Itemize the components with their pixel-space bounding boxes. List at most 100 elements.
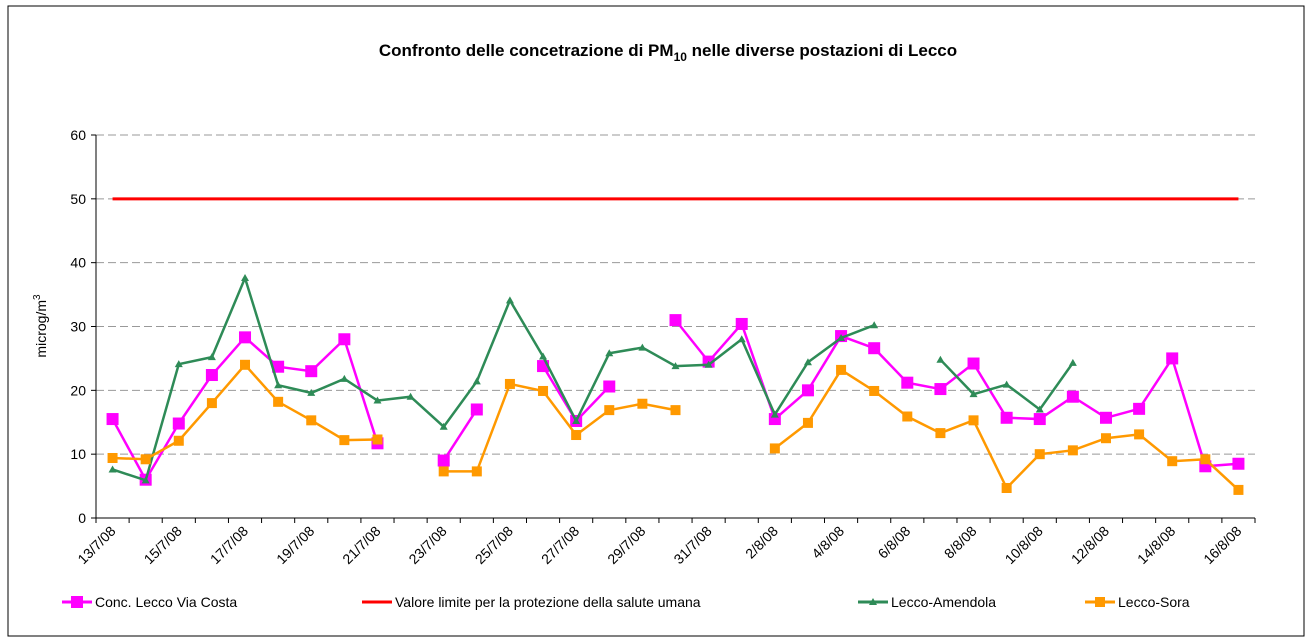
data-point — [306, 415, 317, 426]
data-point — [1035, 405, 1044, 413]
data-point — [770, 410, 779, 418]
data-point — [1068, 358, 1077, 366]
data-point — [969, 390, 978, 398]
data-point — [1095, 597, 1105, 607]
y-tick-label: 10 — [70, 446, 86, 462]
data-point — [472, 377, 481, 385]
data-point — [207, 353, 216, 361]
data-point — [704, 360, 713, 368]
data-point — [1000, 411, 1013, 424]
title-subscript: 10 — [674, 50, 688, 64]
data-point — [240, 359, 251, 370]
data-point — [1001, 482, 1012, 493]
data-point — [1233, 484, 1244, 495]
data-point — [571, 430, 582, 441]
data-point — [1134, 429, 1145, 440]
data-point — [1067, 445, 1078, 456]
data-point — [802, 417, 813, 428]
data-point — [339, 435, 350, 446]
data-point — [1133, 402, 1146, 415]
data-point — [108, 465, 117, 473]
y-label-text: microg/m — [33, 300, 49, 358]
title-text: Confronto delle concetrazione di PM — [379, 41, 674, 60]
data-point — [934, 383, 947, 396]
data-point — [935, 428, 946, 439]
data-point — [603, 380, 616, 393]
data-point — [505, 296, 514, 304]
legend-label: Lecco-Amendola — [891, 594, 996, 610]
data-point — [1166, 352, 1179, 365]
data-point — [1167, 456, 1178, 467]
legend-item: Lecco-Amendola — [858, 594, 996, 610]
data-point — [604, 405, 615, 416]
y-label-superscript: 3 — [32, 294, 43, 300]
data-point — [936, 355, 945, 363]
data-point — [305, 365, 318, 378]
data-point — [671, 362, 680, 370]
data-point — [273, 396, 284, 407]
data-point — [539, 352, 548, 360]
data-point — [438, 466, 449, 477]
chart-title: Confronto delle concetrazione di PM10 ne… — [379, 41, 957, 64]
legend-label: Lecco-Sora — [1118, 594, 1190, 610]
data-point — [140, 454, 151, 465]
data-point — [172, 417, 185, 430]
data-point — [605, 349, 614, 357]
data-point — [504, 378, 515, 389]
y-tick-label: 20 — [70, 382, 86, 398]
y-tick-label: 40 — [70, 255, 86, 271]
data-point — [274, 381, 283, 389]
data-point — [206, 398, 217, 409]
data-point — [71, 596, 83, 608]
legend-item: Lecco-Sora — [1085, 594, 1190, 610]
legend-label: Conc. Lecco Via Costa — [95, 594, 237, 610]
data-point — [439, 422, 448, 430]
data-point — [868, 342, 881, 355]
data-point — [340, 374, 349, 382]
data-point — [803, 358, 812, 366]
data-point — [538, 385, 549, 396]
data-point — [638, 343, 647, 351]
data-point — [737, 335, 746, 343]
data-point — [967, 357, 980, 370]
data-point — [205, 369, 218, 382]
data-point — [1100, 433, 1111, 444]
data-point — [769, 443, 780, 454]
data-point — [1232, 457, 1245, 470]
data-point — [373, 396, 382, 404]
data-point — [1066, 390, 1079, 403]
data-point — [307, 388, 316, 396]
data-point — [1002, 380, 1011, 388]
data-point — [869, 598, 877, 605]
data-point — [669, 314, 682, 327]
data-point — [1033, 413, 1046, 426]
data-point — [241, 273, 250, 281]
data-point — [572, 416, 581, 424]
y-tick-label: 50 — [70, 191, 86, 207]
y-axis-label: microg/m3 — [32, 294, 49, 358]
chart-frame — [7, 5, 1305, 637]
data-point — [801, 384, 814, 397]
data-point — [670, 405, 681, 416]
data-point — [406, 392, 415, 400]
data-point — [637, 398, 648, 409]
legend-item: Valore limite per la protezione della sa… — [362, 594, 701, 610]
data-point — [869, 385, 880, 396]
data-point — [870, 321, 879, 329]
y-tick-label: 0 — [78, 510, 86, 526]
data-point — [372, 434, 383, 445]
data-point — [836, 364, 847, 375]
data-point — [239, 331, 252, 344]
data-point — [735, 317, 748, 330]
data-point — [1034, 449, 1045, 460]
data-point — [1200, 454, 1211, 465]
data-point — [338, 333, 351, 346]
data-point — [837, 333, 846, 341]
data-point — [471, 466, 482, 477]
data-point — [901, 376, 914, 389]
data-point — [1099, 411, 1112, 424]
data-point — [174, 360, 183, 368]
data-point — [902, 411, 913, 422]
y-tick-label: 60 — [70, 127, 86, 143]
